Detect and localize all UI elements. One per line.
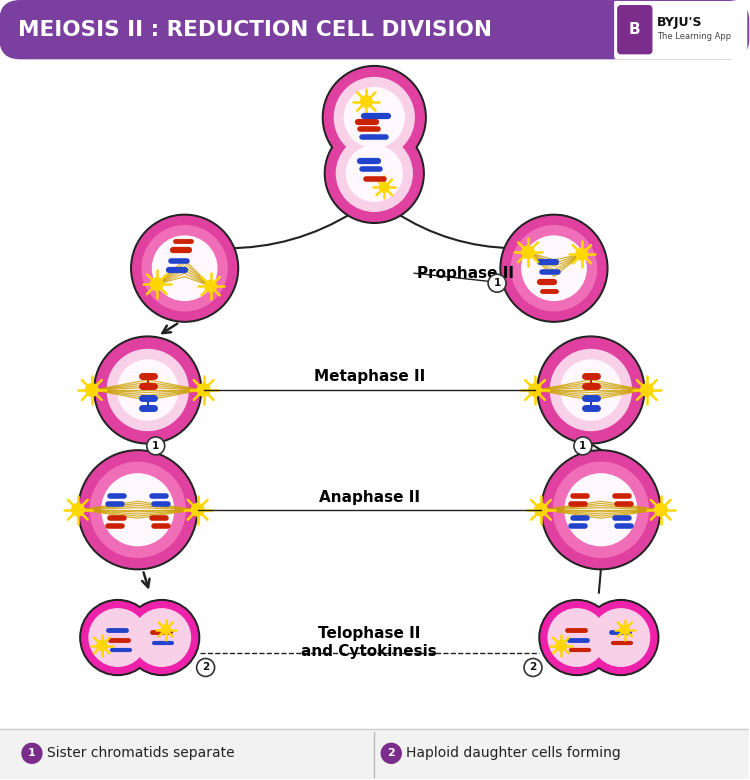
Circle shape — [585, 601, 657, 673]
Circle shape — [381, 743, 401, 764]
Circle shape — [548, 608, 606, 666]
Circle shape — [205, 280, 217, 292]
FancyBboxPatch shape — [615, 1, 746, 58]
Circle shape — [197, 384, 210, 396]
Circle shape — [97, 640, 106, 651]
Text: 1: 1 — [152, 441, 159, 451]
Circle shape — [336, 136, 412, 211]
Circle shape — [133, 216, 236, 320]
Circle shape — [22, 743, 42, 764]
Circle shape — [539, 600, 615, 675]
Circle shape — [535, 503, 548, 516]
Circle shape — [529, 384, 542, 396]
Circle shape — [512, 225, 596, 310]
Circle shape — [583, 600, 658, 675]
Text: 1: 1 — [28, 748, 36, 758]
Circle shape — [126, 601, 198, 673]
Circle shape — [142, 225, 227, 310]
Circle shape — [151, 278, 163, 290]
Circle shape — [576, 248, 588, 260]
Circle shape — [326, 126, 422, 222]
Circle shape — [640, 384, 653, 396]
Circle shape — [152, 236, 217, 300]
Circle shape — [94, 336, 202, 444]
Circle shape — [102, 474, 174, 546]
Circle shape — [524, 658, 542, 676]
Text: 2: 2 — [202, 662, 209, 672]
Circle shape — [543, 452, 658, 568]
Circle shape — [556, 640, 566, 651]
Text: Haploid daughter cells forming: Haploid daughter cells forming — [406, 746, 621, 760]
Circle shape — [541, 450, 661, 569]
Circle shape — [550, 349, 632, 431]
Circle shape — [574, 437, 592, 455]
Text: Sister chromatids separate: Sister chromatids separate — [47, 746, 235, 760]
Circle shape — [554, 463, 648, 557]
Text: Prophase II: Prophase II — [417, 266, 514, 281]
Circle shape — [80, 600, 156, 675]
Circle shape — [96, 338, 200, 442]
Text: Anaphase II: Anaphase II — [319, 491, 420, 505]
Text: 1: 1 — [494, 278, 501, 288]
Circle shape — [71, 503, 84, 516]
Circle shape — [107, 349, 188, 431]
Circle shape — [522, 236, 586, 300]
Circle shape — [196, 658, 214, 676]
Circle shape — [130, 215, 238, 322]
Circle shape — [118, 360, 178, 420]
Circle shape — [90, 463, 185, 557]
Circle shape — [89, 608, 146, 666]
Circle shape — [537, 336, 645, 444]
Circle shape — [539, 338, 643, 442]
Text: MEIOSIS II : REDUCTION CELL DIVISION: MEIOSIS II : REDUCTION CELL DIVISION — [18, 20, 492, 40]
Circle shape — [344, 87, 404, 147]
Text: 2: 2 — [388, 748, 395, 758]
Text: B: B — [629, 22, 640, 37]
Circle shape — [620, 625, 629, 634]
Circle shape — [82, 601, 154, 673]
Circle shape — [325, 123, 424, 223]
Circle shape — [346, 145, 402, 201]
Circle shape — [161, 625, 170, 634]
Text: 2: 2 — [530, 662, 536, 672]
Text: Metaphase II: Metaphase II — [314, 368, 425, 384]
Circle shape — [325, 68, 424, 168]
Circle shape — [124, 600, 200, 675]
Circle shape — [86, 384, 98, 396]
Circle shape — [502, 216, 606, 320]
Circle shape — [322, 66, 426, 169]
Circle shape — [592, 608, 650, 666]
Circle shape — [500, 215, 608, 322]
FancyBboxPatch shape — [0, 1, 748, 58]
Circle shape — [655, 503, 667, 516]
Circle shape — [191, 503, 204, 516]
Circle shape — [541, 601, 613, 673]
Text: The Learning App: The Learning App — [657, 32, 731, 41]
Circle shape — [561, 360, 621, 420]
Circle shape — [488, 275, 506, 292]
Text: 1: 1 — [579, 441, 586, 451]
FancyBboxPatch shape — [0, 729, 748, 779]
Circle shape — [522, 246, 534, 258]
Text: Telophase II
and Cytokinesis: Telophase II and Cytokinesis — [302, 626, 437, 659]
Circle shape — [78, 450, 198, 569]
Circle shape — [361, 96, 372, 108]
Circle shape — [147, 437, 165, 455]
Text: BYJU'S: BYJU'S — [657, 16, 702, 29]
Circle shape — [80, 452, 196, 568]
FancyBboxPatch shape — [618, 5, 652, 54]
Circle shape — [565, 474, 637, 546]
Circle shape — [380, 183, 389, 193]
Circle shape — [334, 77, 414, 158]
Circle shape — [133, 608, 190, 666]
